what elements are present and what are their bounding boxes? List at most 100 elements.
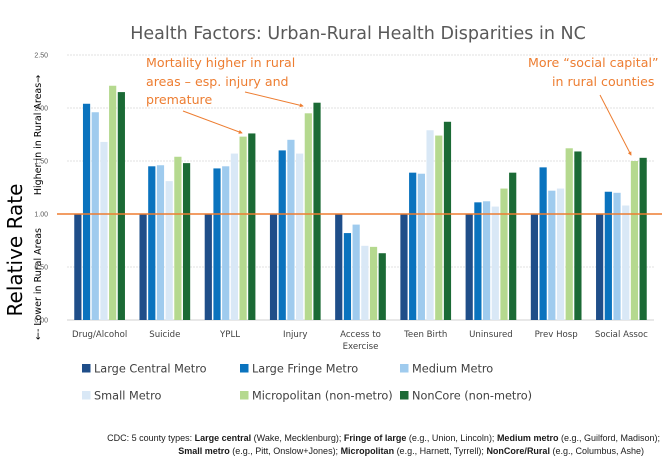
- y-axis-label-higher: Higher in in Rural Areas→: [33, 75, 44, 195]
- footnote: CDC: 5 county types: Large central (Wake…: [40, 432, 660, 458]
- bar: [213, 168, 221, 320]
- legend-swatch: [400, 391, 409, 400]
- x-tick-label: Suicide: [149, 330, 180, 340]
- bar: [482, 201, 491, 320]
- bar: [574, 151, 582, 320]
- bar: [491, 206, 499, 320]
- bar: [613, 192, 621, 320]
- bar: [369, 246, 378, 320]
- bar: [174, 156, 182, 320]
- bar: [556, 188, 565, 320]
- bar: [156, 165, 165, 320]
- bar: [148, 166, 156, 320]
- bar: [304, 113, 312, 320]
- bar: [343, 233, 352, 320]
- bar: [269, 214, 278, 320]
- x-axis-labels: Drug/Alcohol Suicide YPLL Injury Access to Ex…: [72, 330, 648, 352]
- y-tick-label: 2.00: [34, 106, 48, 113]
- bar: [278, 150, 286, 320]
- bar: [639, 157, 647, 320]
- legend-swatch: [82, 364, 91, 373]
- bar: [100, 141, 108, 320]
- legend-item: Micropolitan (non-metro): [240, 390, 393, 403]
- y-tick-label: 1.00: [34, 212, 48, 219]
- bar: [426, 130, 434, 320]
- bars: [74, 85, 647, 321]
- annotation-social-line-2: in rural counties: [552, 74, 654, 89]
- bar: [548, 190, 556, 320]
- bar: [74, 214, 82, 320]
- annotation-mortality-line-1: Mortality higher in rural: [146, 55, 295, 70]
- footnote-item-bold: Small metro: [178, 446, 230, 456]
- bar: [539, 167, 547, 320]
- x-tick-label: Uninsured: [469, 330, 513, 340]
- bar: [165, 181, 173, 320]
- bar: [296, 153, 304, 320]
- bar: [474, 202, 482, 320]
- chart: Health Factors: Urban-Rural Health Dispa…: [3, 24, 662, 403]
- annotation-social-line-1: More “social capital”: [528, 55, 658, 70]
- bar: [313, 102, 321, 320]
- bar: [204, 214, 212, 320]
- arrow-to-ypll: [182, 110, 243, 134]
- arrow-to-injury: [244, 91, 304, 108]
- legend-swatch: [400, 364, 409, 373]
- legend-item: Small Metro: [82, 390, 161, 403]
- chart-title: Health Factors: Urban-Rural Health Dispa…: [130, 24, 586, 44]
- legend-item: Large Fringe Metro: [240, 363, 358, 376]
- bar: [622, 205, 630, 320]
- legend-swatch: [240, 391, 249, 400]
- bar: [500, 188, 508, 320]
- legend-label: Micropolitan (non-metro): [252, 390, 393, 403]
- footnote-item-rest: (e.g., Harnett, Tyrrell);: [394, 446, 487, 456]
- bar: [230, 153, 239, 320]
- bar: [335, 214, 343, 320]
- bar: [443, 121, 452, 320]
- y-tick-label: 0.50: [34, 265, 48, 272]
- x-tick-label: Injury: [283, 330, 307, 340]
- bar: [596, 214, 604, 320]
- bar: [239, 136, 247, 320]
- footnote-item-rest: (Wake, Mecklenburg);: [251, 433, 344, 443]
- footnote-item-bold: NonCore/Rural: [486, 446, 550, 456]
- footnote-item-bold: Micropolitan: [340, 446, 395, 456]
- bar: [82, 103, 91, 320]
- legend-label: Large Central Metro: [94, 363, 207, 376]
- y-axis-title: Relative Rate: [3, 184, 27, 317]
- bar: [222, 166, 230, 320]
- annotation-mortality: Mortality higher in rural areas – esp. i…: [146, 55, 295, 107]
- x-tick-label: Drug/Alcohol: [72, 330, 127, 340]
- footnote-item-rest: (e.g., Columbus, Ashe): [549, 446, 644, 456]
- annotation-social-capital: More “social capital” in rural counties: [528, 55, 658, 89]
- bar: [465, 214, 473, 320]
- footnote-item-rest: (e.g., Pitt, Onslow+Jones);: [229, 446, 341, 456]
- y-tick-label: 2.50: [34, 53, 48, 60]
- legend-swatch: [240, 364, 249, 373]
- legend-item: Medium Metro: [400, 363, 493, 376]
- annotation-mortality-line-2: areas – esp. injury and: [146, 74, 289, 89]
- bar: [630, 161, 639, 320]
- bar: [109, 85, 117, 321]
- footnote-line-1: CDC: 5 county types: Large central (Wake…: [40, 432, 660, 445]
- bar: [361, 245, 369, 320]
- bar: [409, 172, 417, 320]
- x-tick-label: Teen Birth: [403, 330, 447, 340]
- bar: [248, 133, 256, 320]
- legend-label: Large Fringe Metro: [252, 363, 358, 376]
- bar: [139, 214, 147, 320]
- y-tick-label: 1.50: [34, 159, 48, 166]
- x-tick-label: Prev Hosp: [535, 330, 578, 340]
- bar: [400, 214, 408, 320]
- bar: [530, 214, 539, 320]
- x-tick-label: Access to: [340, 330, 381, 340]
- x-tick-label: YPLL: [219, 330, 240, 340]
- bar: [509, 172, 517, 320]
- arrow-to-social-assoc: [599, 94, 632, 156]
- bar: [117, 92, 125, 320]
- x-tick-label: Exercise: [343, 342, 379, 352]
- legend-label: NonCore (non-metro): [412, 390, 532, 403]
- footnote-item-bold: Medium metro: [496, 433, 559, 443]
- annotation-mortality-line-3: premature: [146, 92, 212, 107]
- bar: [287, 139, 295, 320]
- bar: [604, 191, 612, 320]
